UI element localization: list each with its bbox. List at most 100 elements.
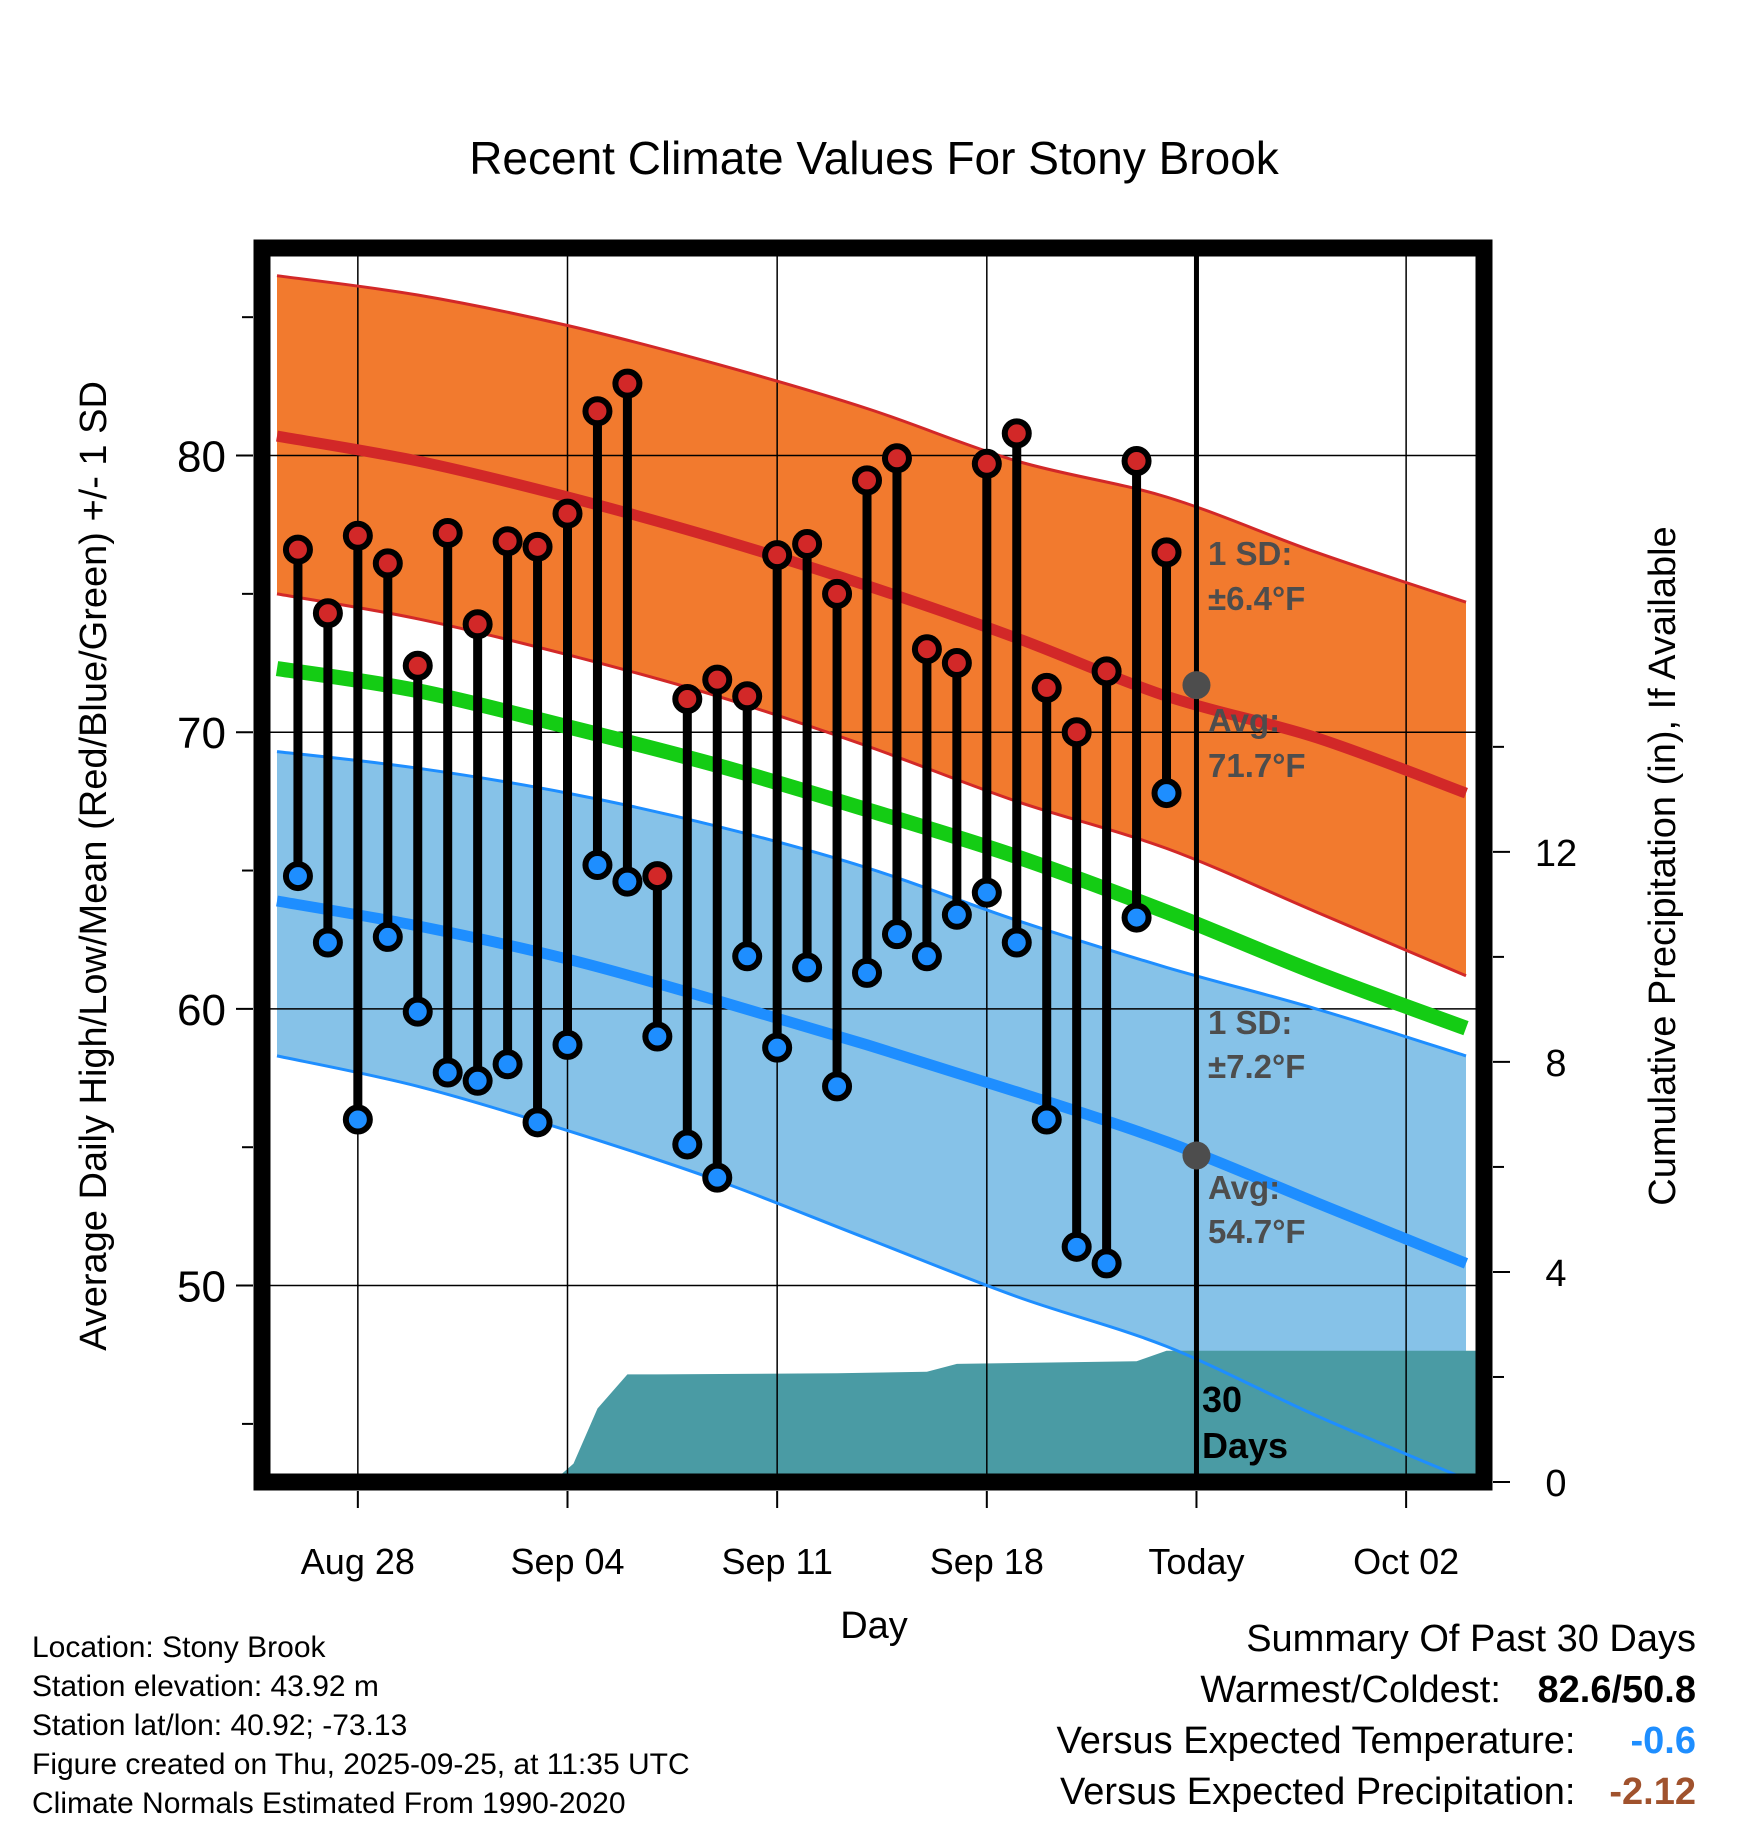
high-avg-marker xyxy=(1182,671,1211,700)
y2-tick-label: 12 xyxy=(1535,833,1577,875)
observed-high-point xyxy=(672,683,703,714)
summary-title: Summary Of Past 30 Days xyxy=(1246,1618,1696,1660)
y2-tick-label: 8 xyxy=(1545,1043,1566,1085)
observed-low-point xyxy=(432,1057,463,1088)
observed-low-point xyxy=(732,941,763,972)
summary-temp: Versus Expected Temperature: -0.6 xyxy=(1057,1716,1696,1767)
observed-low-point xyxy=(402,996,433,1027)
y-tick-label: 50 xyxy=(177,1263,226,1312)
observed-low-point xyxy=(762,1032,793,1063)
observed-high-point xyxy=(552,498,583,529)
observed-low-point xyxy=(1121,902,1152,933)
observed-high-point xyxy=(462,609,493,640)
observed-low-point xyxy=(462,1065,493,1096)
observed-high-point xyxy=(1061,717,1092,748)
observed-low-point xyxy=(1151,778,1182,809)
observed-low-point xyxy=(702,1162,733,1193)
observed-high-point xyxy=(312,598,343,629)
observed-high-point xyxy=(282,534,313,565)
station-info: Location: Stony Brook Station elevation:… xyxy=(32,1628,690,1823)
observed-high-point xyxy=(522,531,553,562)
observed-low-point xyxy=(852,957,883,988)
high-sd-value: ±6.4°F xyxy=(1208,580,1305,617)
info-created: Figure created on Thu, 2025-09-25, at 11… xyxy=(32,1748,690,1781)
observed-values xyxy=(282,368,1182,1279)
low-avg-marker xyxy=(1182,1141,1211,1170)
info-elevation: Station elevation: 43.92 m xyxy=(32,1670,379,1703)
x-tick-label: Sep 11 xyxy=(721,1541,832,1582)
observed-low-point xyxy=(342,1104,373,1135)
days-label-number: 30 xyxy=(1202,1379,1242,1420)
coldest-value: 50.8 xyxy=(1622,1669,1696,1711)
observed-high-point xyxy=(1091,656,1122,687)
x-tick-label: Oct 02 xyxy=(1353,1541,1459,1582)
y-axis-label: Average Daily High/Low/Mean (Red/Blue/Gr… xyxy=(73,381,115,1351)
x-tick-label: Sep 18 xyxy=(930,1541,1044,1582)
high-plus-sd-line xyxy=(276,274,1467,604)
temp-label: Versus Expected Temperature: xyxy=(1056,1720,1576,1762)
x-axis-label: Day xyxy=(840,1605,908,1647)
low-sd-value: ±7.2°F xyxy=(1208,1048,1305,1085)
observed-low-point xyxy=(822,1071,853,1102)
observed-high-point xyxy=(971,448,1002,479)
observed-high-point xyxy=(612,368,643,399)
observed-high-point xyxy=(881,443,912,474)
temp-anomaly-value: -0.6 xyxy=(1630,1720,1696,1762)
observed-low-point xyxy=(881,919,912,950)
summary-panel: Summary Of Past 30 Days Warmest/Coldest:… xyxy=(1057,1614,1696,1818)
precip-anomaly-value: -2.12 xyxy=(1609,1771,1696,1813)
observed-high-point xyxy=(1121,446,1152,477)
observed-high-point xyxy=(732,681,763,712)
observed-high-point xyxy=(822,578,853,609)
observed-low-point xyxy=(1031,1104,1062,1135)
observed-high-point xyxy=(372,548,403,579)
low-avg-value: 54.7°F xyxy=(1208,1213,1306,1250)
high-avg-value: 71.7°F xyxy=(1208,747,1306,784)
info-normals: Climate Normals Estimated From 1990-2020 xyxy=(32,1787,626,1820)
summary-precip: Versus Expected Precipitation: -2.12 xyxy=(1057,1767,1696,1818)
observed-low-point xyxy=(792,952,823,983)
observed-low-point xyxy=(911,941,942,972)
y2-axis-label: Cumulative Precipitation (in), If Availa… xyxy=(1642,526,1684,1205)
plot-frame xyxy=(253,239,1493,1491)
observed-high-point xyxy=(941,648,972,679)
x-tick-label: Aug 28 xyxy=(301,1541,415,1582)
info-location: Location: Stony Brook xyxy=(32,1631,326,1664)
high-avg-label: Avg: xyxy=(1208,702,1280,739)
observed-low-point xyxy=(672,1129,703,1160)
observed-low-point xyxy=(612,866,643,897)
observed-low-point xyxy=(1001,927,1032,958)
low-sd-band xyxy=(277,751,1466,1480)
observed-high-point xyxy=(762,540,793,571)
y2-tick-label: 4 xyxy=(1545,1253,1566,1295)
low-avg-label: Avg: xyxy=(1208,1169,1280,1206)
observed-high-point xyxy=(432,517,463,548)
low-minus-sd-line xyxy=(276,1054,1467,1481)
warm-cold-label: Warmest/Coldest: xyxy=(1200,1669,1501,1711)
high-sd-label: 1 SD: xyxy=(1208,535,1292,572)
cumulative-precip-area xyxy=(268,1350,1484,1482)
warmest-value: 82.6 xyxy=(1537,1669,1612,1711)
normal-low-line xyxy=(276,895,1469,1269)
x-tick-label: Today xyxy=(1148,1541,1244,1582)
observed-high-point xyxy=(642,861,673,892)
observed-high-point xyxy=(1151,537,1182,568)
observed-low-point xyxy=(492,1049,523,1080)
observed-low-point xyxy=(282,861,313,892)
observed-low-point xyxy=(971,877,1002,908)
observed-low-point xyxy=(642,1021,673,1052)
observed-high-point xyxy=(911,634,942,665)
y-tick-label: 80 xyxy=(177,433,226,482)
observed-high-point xyxy=(1031,672,1062,703)
observed-low-point xyxy=(552,1029,583,1060)
y-tick-label: 60 xyxy=(177,986,226,1035)
observed-high-point xyxy=(792,529,823,560)
observed-high-point xyxy=(492,526,523,557)
days-label-word: Days xyxy=(1202,1425,1288,1466)
y-tick-label: 70 xyxy=(177,709,226,758)
observed-low-point xyxy=(941,899,972,930)
observed-low-point xyxy=(312,927,343,958)
warm-cold-separator: / xyxy=(1611,1669,1623,1711)
observed-high-point xyxy=(702,664,733,695)
